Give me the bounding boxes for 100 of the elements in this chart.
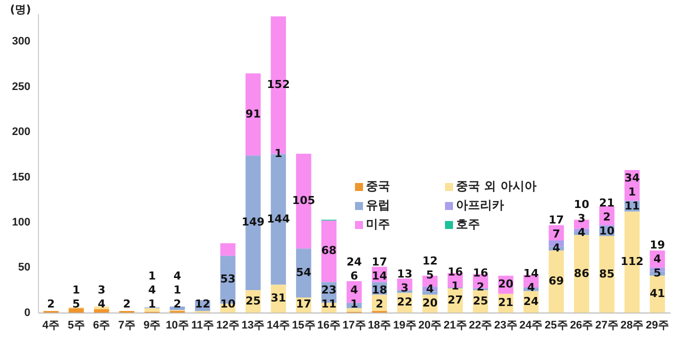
data-label: 21 bbox=[599, 196, 614, 210]
data-label: 2 bbox=[376, 298, 384, 311]
bar bbox=[548, 225, 564, 241]
bar bbox=[94, 309, 110, 313]
data-label: 12 bbox=[194, 298, 210, 311]
y-tick-label: 250 bbox=[12, 80, 30, 93]
data-label: 16 bbox=[472, 266, 489, 280]
x-tick-label: 21주 bbox=[444, 319, 467, 332]
data-label: 2 bbox=[122, 298, 131, 311]
data-label: 24 bbox=[523, 294, 540, 308]
data-label: 17 bbox=[548, 214, 564, 226]
data-label: 1 bbox=[72, 284, 80, 297]
data-label: 85 bbox=[599, 267, 614, 280]
x-tick-label: 12주 bbox=[216, 319, 240, 332]
data-label: 1 bbox=[274, 147, 282, 160]
x-tick-label: 15주 bbox=[292, 319, 316, 332]
y-tick-label: 200 bbox=[12, 126, 30, 138]
data-label: 41 bbox=[650, 287, 666, 300]
x-tick-label: 7주 bbox=[118, 319, 136, 332]
data-label: 27 bbox=[448, 293, 463, 306]
data-label: 1 bbox=[628, 185, 636, 198]
x-tick-label: 29주 bbox=[646, 319, 669, 332]
data-label: 22 bbox=[397, 296, 412, 309]
data-label: 4 bbox=[578, 226, 586, 240]
data-label: 2 bbox=[603, 210, 611, 224]
data-label: 10 bbox=[599, 224, 615, 238]
data-label: 10 bbox=[574, 198, 590, 212]
legend-label: 중국 외 아시아 bbox=[456, 178, 536, 195]
data-label: 3 bbox=[400, 282, 409, 295]
x-tick-label: 6주 bbox=[92, 319, 110, 332]
x-tick-label: 23주 bbox=[494, 319, 518, 332]
data-label: 5 bbox=[426, 268, 434, 282]
x-tick-label: 18주 bbox=[368, 319, 392, 332]
legend-label: 유럽 bbox=[366, 197, 390, 214]
bar bbox=[574, 235, 590, 313]
y-tick-label: 0 bbox=[24, 306, 30, 319]
bar bbox=[599, 236, 614, 313]
data-label: 91 bbox=[245, 107, 261, 120]
data-label: 53 bbox=[220, 272, 236, 286]
data-label: 24 bbox=[346, 256, 362, 269]
data-label: 34 bbox=[624, 171, 640, 184]
data-label: 4 bbox=[350, 284, 358, 297]
x-tick-label: 14주 bbox=[266, 319, 290, 332]
data-label: 1 bbox=[148, 298, 156, 311]
data-label: 10 bbox=[220, 298, 236, 311]
x-tick-label: 4주 bbox=[42, 319, 60, 332]
data-label: 2 bbox=[476, 280, 484, 294]
bar bbox=[548, 250, 564, 313]
data-label: 105 bbox=[292, 194, 316, 208]
x-tick-label: 16주 bbox=[317, 319, 341, 332]
data-label: 4 bbox=[552, 242, 560, 254]
data-label: 68 bbox=[321, 244, 337, 258]
x-tick-label: 27주 bbox=[595, 319, 618, 332]
x-tick-label: 10주 bbox=[166, 319, 189, 332]
x-tick-label: 26주 bbox=[570, 319, 594, 332]
data-label: 19 bbox=[650, 238, 666, 252]
y-tick-label: 150 bbox=[12, 171, 30, 184]
y-axis-title: (명) bbox=[10, 2, 32, 17]
data-label: 1 bbox=[451, 279, 460, 292]
data-label: 21 bbox=[498, 296, 514, 310]
x-tick-label: 11주 bbox=[191, 319, 214, 332]
data-label: 23 bbox=[321, 284, 337, 297]
bar bbox=[346, 308, 362, 312]
x-tick-label: 9주 bbox=[143, 319, 161, 332]
data-label: 2 bbox=[173, 298, 182, 311]
data-label: 69 bbox=[548, 274, 564, 288]
data-label: 4 bbox=[148, 284, 156, 297]
x-tick-label: 5주 bbox=[68, 319, 85, 332]
data-label: 31 bbox=[270, 292, 286, 305]
bar bbox=[144, 308, 160, 312]
data-label: 3 bbox=[98, 284, 106, 297]
data-label: 12 bbox=[422, 254, 438, 268]
data-label: 11 bbox=[321, 298, 337, 311]
y-tick-label: 300 bbox=[12, 36, 30, 48]
data-label: 112 bbox=[620, 255, 644, 268]
data-label: 14 bbox=[523, 266, 540, 280]
x-tick-label: 28주 bbox=[620, 319, 644, 332]
legend-label: 호주 bbox=[456, 216, 480, 233]
data-label: 1 bbox=[350, 298, 358, 311]
data-label: 4 bbox=[98, 298, 106, 311]
data-label: 25 bbox=[245, 294, 261, 308]
x-tick-label: 20주 bbox=[418, 319, 442, 332]
data-label: 17 bbox=[296, 298, 312, 311]
data-label: 2 bbox=[47, 298, 55, 311]
data-label: 11 bbox=[624, 199, 640, 212]
data-label: 5 bbox=[654, 266, 662, 280]
legend-label: 아프리카 bbox=[456, 197, 504, 214]
data-label: 152 bbox=[266, 78, 290, 91]
x-tick-label: 17주 bbox=[342, 319, 366, 332]
bar bbox=[68, 308, 84, 313]
data-label: 13 bbox=[397, 268, 412, 281]
y-tick-label: 100 bbox=[12, 216, 30, 228]
data-label: 16 bbox=[448, 265, 464, 278]
data-label: 149 bbox=[242, 216, 265, 229]
legend-label: 미주 bbox=[366, 216, 390, 233]
bar bbox=[296, 248, 312, 298]
data-label: 1 bbox=[148, 270, 156, 283]
data-label: 7 bbox=[552, 228, 560, 240]
bar bbox=[220, 243, 236, 256]
x-tick-label: 19주 bbox=[393, 319, 416, 332]
